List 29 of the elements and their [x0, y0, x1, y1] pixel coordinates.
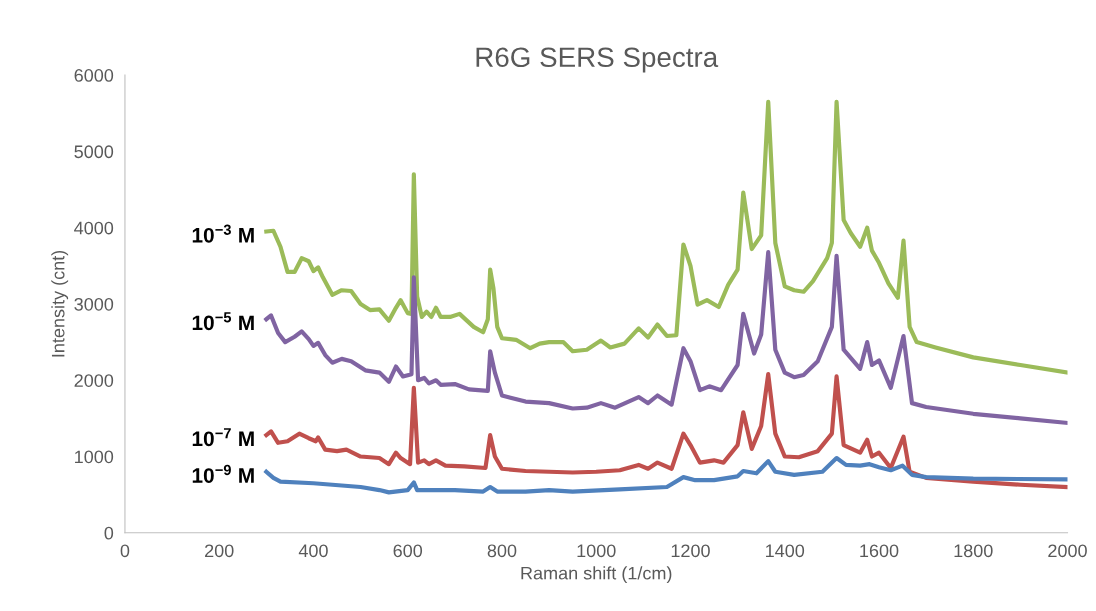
y-tick-label: 3000 [74, 297, 114, 311]
y-axis-title: Intensity (cnt) [51, 250, 69, 357]
x-tick-label: 800 [487, 544, 517, 558]
series-label: 10$^{−7}$ M [192, 428, 254, 447]
x-tick-label: 200 [205, 544, 234, 558]
chart-title: R6G SERS Spectra [476, 47, 719, 73]
x-tick-label: 600 [393, 544, 423, 558]
line-series [264, 372, 1068, 490]
line-series [264, 250, 1068, 426]
x-tick-label: 1000 [577, 544, 616, 558]
series-label: 10$^{−3}$ M [192, 224, 254, 243]
y-tick-label: 0 [104, 526, 114, 540]
x-tick-label: 1600 [860, 544, 899, 558]
line-series [264, 455, 1068, 495]
series-label: 10$^{−9}$ M [192, 464, 254, 483]
y-tick-label: 1000 [75, 450, 114, 464]
x-tick-label: 1200 [671, 544, 710, 558]
line-series [264, 99, 1068, 375]
x-tick-label: 400 [298, 544, 328, 558]
y-tick-label: 5000 [74, 145, 114, 159]
x-tick-label: 1800 [954, 544, 993, 558]
x-axis-title: Raman shift (1/cm) [521, 566, 672, 584]
x-tick-label: 0 [120, 544, 130, 558]
y-tick-label: 2000 [74, 374, 114, 387]
y-tick-label: 4000 [74, 221, 114, 235]
x-tick-label: 1400 [766, 544, 805, 558]
series-label: 10$^{−5}$ M [192, 312, 254, 331]
x-tick-label: 2000 [1048, 544, 1087, 558]
y-tick-label: 6000 [74, 69, 114, 82]
